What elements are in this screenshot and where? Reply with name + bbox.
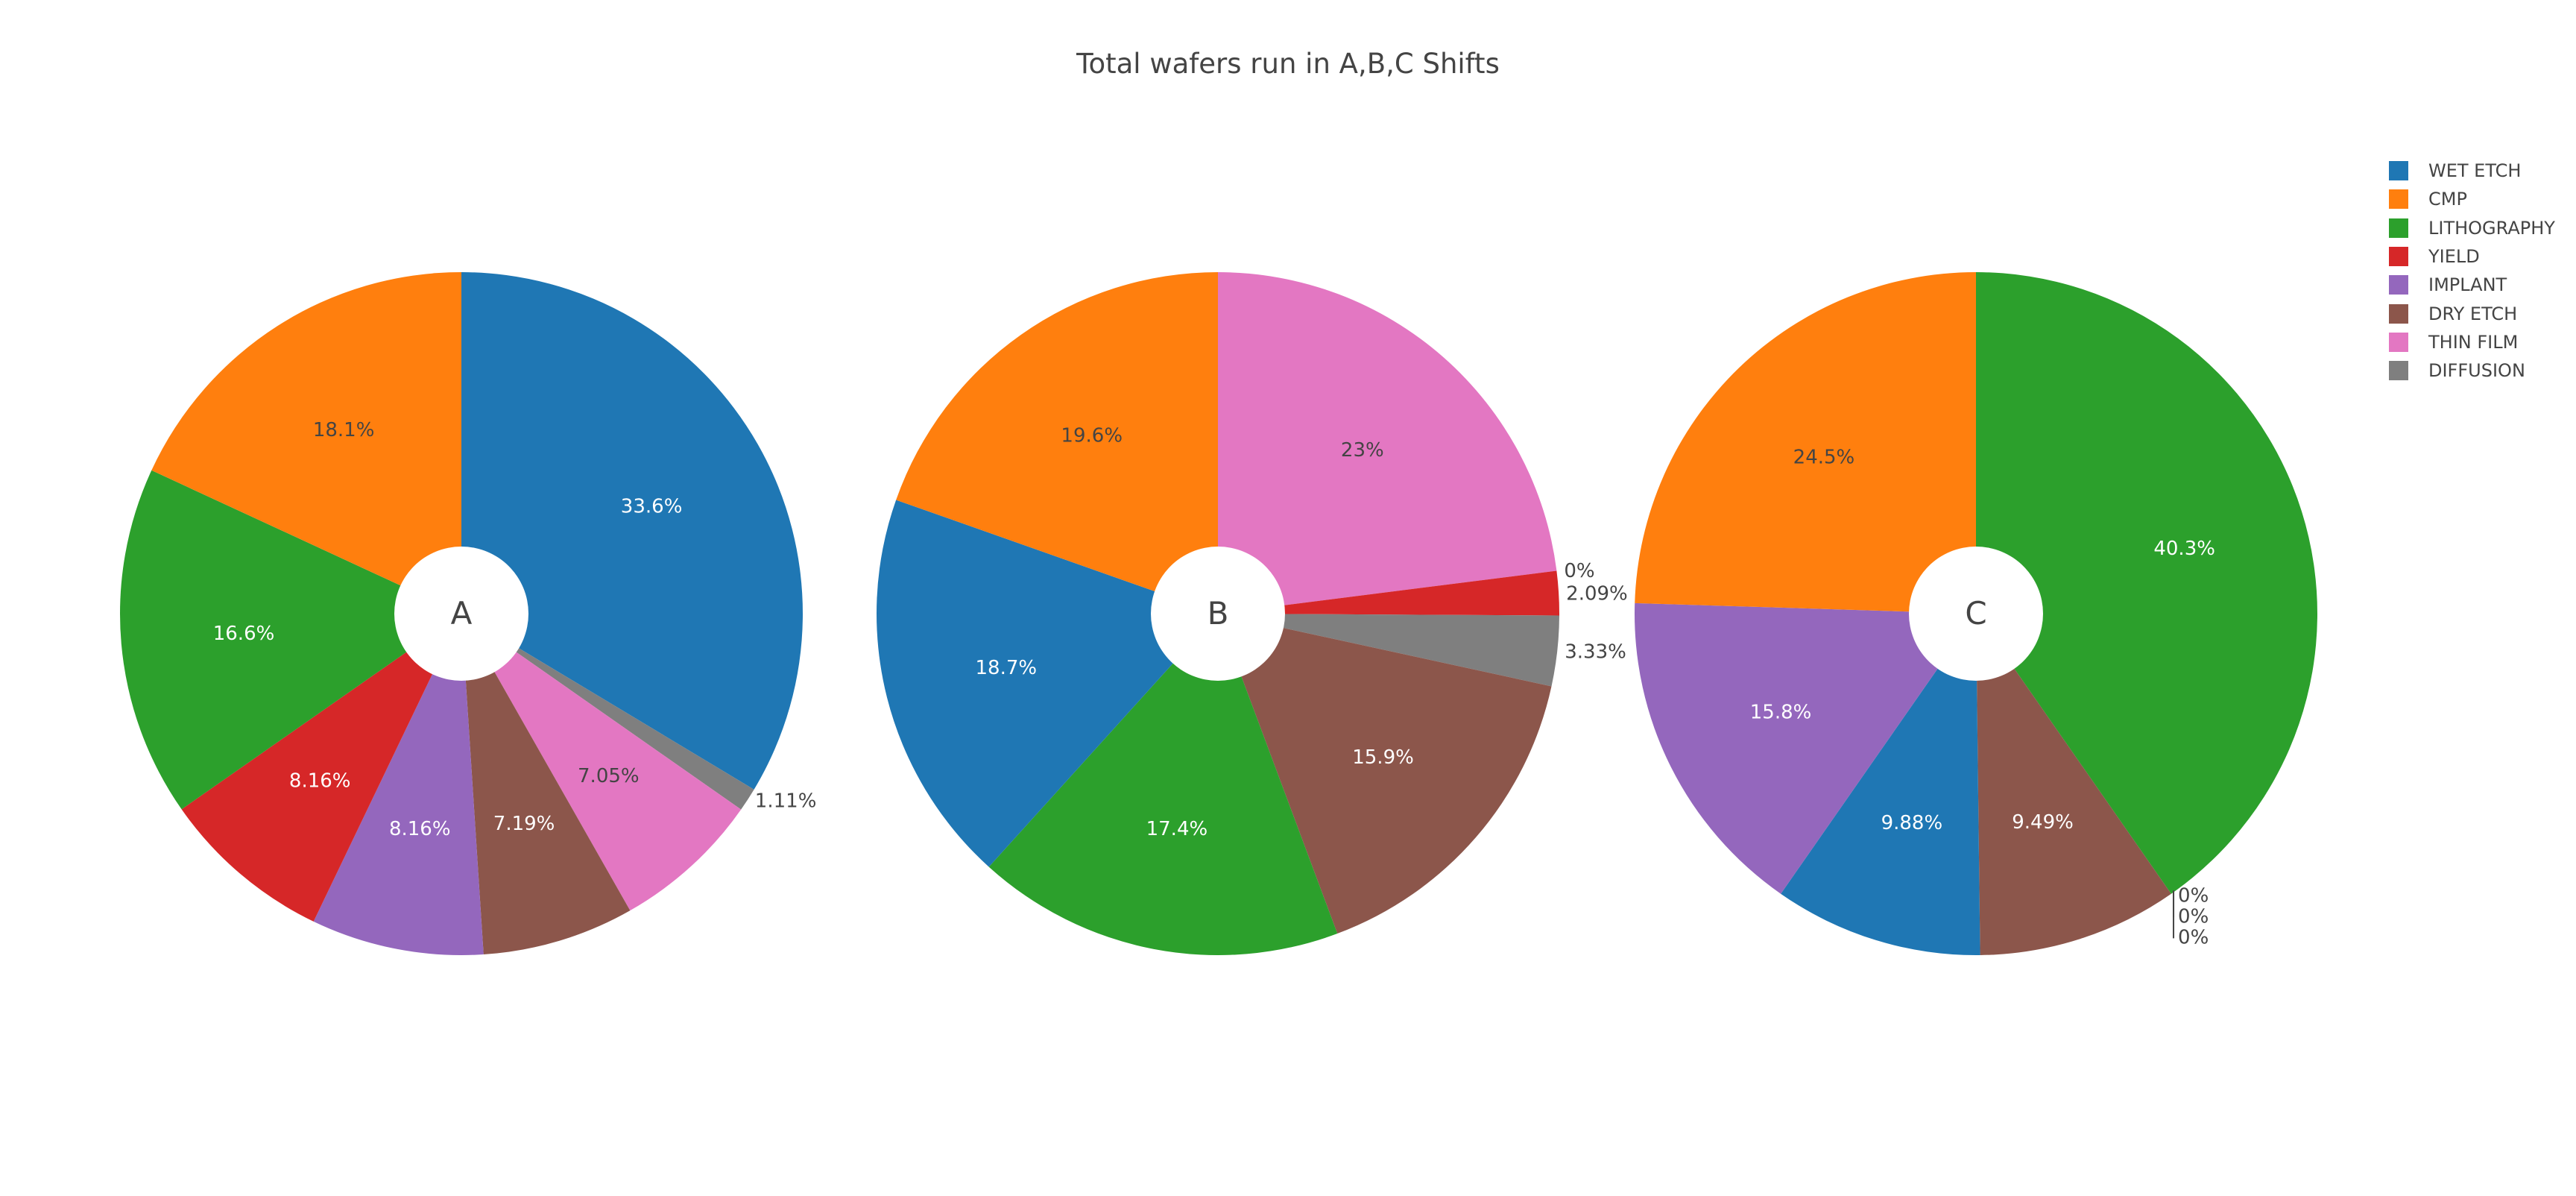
pie-center-label: B bbox=[1208, 595, 1229, 632]
pie-labels: 40.3%0%0%0%9.49%9.88%15.8%24.5% bbox=[1750, 447, 2215, 949]
pie-slice-dry-etch[interactable] bbox=[1218, 614, 1552, 934]
legend-swatch bbox=[2389, 189, 2408, 210]
slice-label-dry-etch: 15.9% bbox=[1352, 746, 1414, 769]
slice-label-lithography: 16.6% bbox=[213, 623, 275, 645]
pie-center-label: C bbox=[1965, 595, 1986, 632]
pie-slice-lithography[interactable] bbox=[1976, 272, 2318, 894]
legend-item-dry-etch[interactable]: DRY ETCH bbox=[2389, 299, 2555, 327]
pie-slice-yield[interactable] bbox=[1218, 570, 1559, 616]
legend-swatch bbox=[2389, 161, 2408, 181]
pie-slice-lithography[interactable] bbox=[988, 614, 1338, 955]
slice-label-diffusion: 0% bbox=[2178, 926, 2209, 948]
legend-swatch bbox=[2389, 303, 2408, 324]
slice-label-wet-etch: 18.7% bbox=[976, 657, 1038, 679]
legend-label: LITHOGRAPHY bbox=[2428, 217, 2555, 239]
pie-slice-implant[interactable] bbox=[313, 614, 484, 956]
legend-swatch bbox=[2389, 361, 2408, 381]
pie-hole bbox=[1151, 547, 1285, 681]
slice-label-yield: 0% bbox=[2178, 884, 2209, 907]
pie-slice-cmp[interactable] bbox=[1635, 272, 1976, 614]
legend-item-wet-etch[interactable]: WET ETCH bbox=[2389, 157, 2555, 185]
slice-label-diffusion: 1.11% bbox=[755, 790, 817, 812]
slice-label-wet-etch: 0% bbox=[1564, 560, 1594, 582]
slice-label-implant: 8.16% bbox=[389, 818, 451, 840]
pie-slice-wet-etch[interactable] bbox=[1781, 614, 1980, 955]
legend-label: DIFFUSION bbox=[2428, 360, 2525, 382]
pie-slices bbox=[1635, 272, 2318, 955]
legend-label: DRY ETCH bbox=[2428, 303, 2518, 324]
legend-swatch bbox=[2389, 332, 2408, 352]
pie-slice-thin-film[interactable] bbox=[1218, 272, 1557, 614]
pie-hole bbox=[394, 547, 528, 681]
slice-label-thin-film: 23% bbox=[1341, 439, 1384, 462]
legend-swatch bbox=[2389, 247, 2408, 267]
slice-label-dry-etch: 9.49% bbox=[2012, 811, 2074, 834]
legend-item-diffusion[interactable]: DIFFUSION bbox=[2389, 356, 2555, 385]
slice-label-diffusion: 3.33% bbox=[1565, 641, 1626, 663]
pie-slice-dry-etch[interactable] bbox=[461, 614, 631, 955]
pie-labels: 33.6% 1.11% 7.05% 7.19% 8.16% 8.16% 16.6% 18.1% bbox=[213, 419, 817, 840]
pie-slice-dry-etch[interactable] bbox=[1976, 614, 2171, 955]
legend-swatch bbox=[2389, 218, 2408, 238]
legend-item-lithography[interactable]: LITHOGRAPHY bbox=[2389, 214, 2555, 242]
pie-slice-cmp[interactable] bbox=[896, 271, 1218, 614]
pie-a: 33.6% 1.11% 7.05% 7.19% 8.16% 8.16% 16.6% 18.1%… bbox=[119, 272, 817, 956]
pie-hole bbox=[1909, 547, 2043, 681]
pie-slices bbox=[119, 272, 803, 956]
chart-title: Total wafers run in A,B,C Shifts bbox=[1076, 48, 1500, 80]
pie-slice-yield[interactable] bbox=[181, 614, 461, 922]
slice-label-wet-etch: 33.6% bbox=[621, 496, 683, 518]
pie-slice-lithography[interactable] bbox=[119, 470, 461, 810]
slice-label-dry-etch: 7.19% bbox=[493, 813, 555, 835]
legend-item-thin-film[interactable]: THIN FILM bbox=[2389, 328, 2555, 356]
pie-slice-wet-etch[interactable] bbox=[461, 272, 803, 790]
pie-slice-thin-film[interactable] bbox=[461, 614, 742, 911]
legend-swatch bbox=[2389, 275, 2408, 295]
slice-label-implant: 15.8% bbox=[1750, 702, 1812, 724]
pie-labels: 23% 0%2.09% 3.33% 15.9% 17.4% 18.7% 19.6% bbox=[976, 425, 1628, 840]
pie-slice-diffusion[interactable] bbox=[1218, 614, 1559, 687]
pie-slice-implant[interactable] bbox=[1635, 602, 1976, 894]
legend-item-implant[interactable]: IMPLANT bbox=[2389, 271, 2555, 299]
pie-slice-diffusion[interactable] bbox=[461, 614, 754, 810]
slice-label-thin-film: 0% bbox=[2178, 905, 2209, 928]
legend: WET ETCH CMP LITHOGRAPHY YIELD IMPLANT DRY ET… bbox=[2389, 157, 2555, 385]
legend-item-yield[interactable]: YIELD bbox=[2389, 242, 2555, 271]
slice-label-cmp: 24.5% bbox=[1793, 447, 1855, 469]
pie-slice-cmp[interactable] bbox=[151, 272, 461, 614]
legend-item-cmp[interactable]: CMP bbox=[2389, 185, 2555, 213]
slice-label-lithography: 17.4% bbox=[1146, 818, 1208, 840]
legend-label: YIELD bbox=[2428, 246, 2480, 268]
pie-center-label: A bbox=[451, 595, 473, 632]
pie-c: 40.3%0%0%0%9.49%9.88%15.8%24.5%C bbox=[1635, 272, 2318, 955]
pie-slices bbox=[876, 271, 1559, 955]
legend-label: THIN FILM bbox=[2428, 331, 2519, 353]
slice-label-thin-film: 7.05% bbox=[578, 765, 640, 787]
pie-b: 23% 0%2.09% 3.33% 15.9% 17.4% 18.7% 19.6% B bbox=[876, 271, 1628, 955]
pie-slice-wet-etch[interactable] bbox=[876, 500, 1218, 867]
slice-label-lithography: 40.3% bbox=[2153, 538, 2215, 560]
slice-label-yield: 2.09% bbox=[1566, 582, 1628, 605]
slice-label-cmp: 19.6% bbox=[1061, 425, 1123, 447]
slice-label-cmp: 18.1% bbox=[313, 419, 375, 441]
legend-label: WET ETCH bbox=[2428, 160, 2522, 182]
slice-label-wet-etch: 9.88% bbox=[1881, 812, 1943, 834]
legend-label: CMP bbox=[2428, 189, 2467, 210]
slice-label-yield: 8.16% bbox=[289, 769, 351, 792]
legend-label: IMPLANT bbox=[2428, 274, 2507, 296]
